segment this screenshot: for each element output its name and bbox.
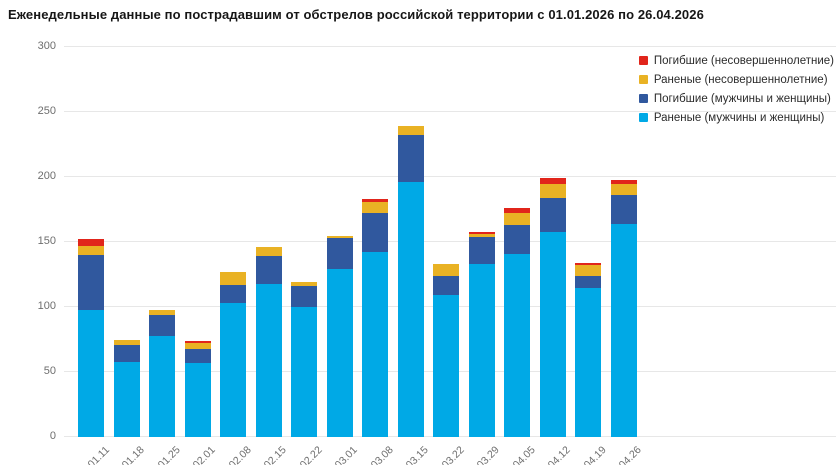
legend-label: Погибшие (мужчины и женщины) — [653, 92, 831, 105]
x-axis-tick-label: 03.29 — [474, 444, 502, 465]
bar-segment-darkblue — [433, 275, 459, 296]
bar-segment-darkblue — [575, 275, 601, 288]
bar-segment-cyan — [610, 223, 637, 437]
bar-segment-cyan — [575, 287, 601, 437]
y-axis-tick-label: 150 — [37, 235, 56, 247]
y-axis-tick-label: 250 — [37, 105, 56, 117]
legend-item[interactable]: Погибшие (несовершеннолетние) — [638, 51, 834, 70]
x-axis-tick-label: 03.22 — [439, 444, 467, 465]
bar-segment-darkblue — [539, 197, 566, 232]
bar-segment-darkblue — [468, 236, 495, 265]
bar-segment-yellow — [539, 183, 566, 198]
legend-item[interactable]: Раненые (мужчины и женщины) — [638, 108, 834, 127]
bar-segment-red — [539, 178, 566, 184]
x-axis-tick-label: 04.05 — [510, 444, 538, 465]
gridline — [64, 46, 836, 47]
bar-segment-darkblue — [78, 255, 104, 310]
bar-segment-red — [468, 231, 495, 235]
x-axis-tick-label: 04.26 — [616, 444, 644, 465]
legend-item[interactable]: Раненые (несовершеннолетние) — [638, 70, 834, 89]
x-axis-tick-label: 02.22 — [297, 444, 325, 465]
bar-segment-red — [184, 340, 211, 344]
legend-label: Раненые (несовершеннолетние) — [653, 73, 828, 86]
bar-segment-cyan — [255, 283, 282, 437]
bar-segment-yellow — [362, 201, 388, 214]
y-axis-tick-label: 300 — [37, 40, 56, 52]
bar-segment-darkblue — [397, 135, 424, 183]
gridline — [64, 111, 836, 112]
legend: Погибшие (несовершеннолетние) Раненые (не… — [638, 51, 834, 127]
y-axis-tick-label: 0 — [49, 430, 56, 442]
legend-label: Раненые (мужчины и женщины) — [653, 111, 825, 124]
bar-segment-darkblue — [255, 256, 282, 284]
bar-segment-yellow — [610, 183, 637, 196]
bar-segment-yellow — [78, 245, 104, 255]
bar-segment-cyan — [433, 295, 459, 437]
bar-segment-yellow — [433, 264, 459, 276]
bar-segment-cyan — [113, 361, 140, 437]
bar-segment-darkblue — [220, 284, 246, 304]
bar-segment-darkblue — [362, 213, 388, 253]
x-axis-tick-label: 03.08 — [368, 444, 396, 465]
legend-swatch-yellow — [638, 75, 648, 84]
x-axis-tick-label: 04.19 — [581, 444, 609, 465]
y-axis-tick-label: 50 — [43, 365, 56, 377]
bar-segment-red — [504, 208, 530, 214]
x-axis-tick-label: 04.12 — [545, 444, 573, 465]
bar-segment-red — [362, 199, 388, 202]
legend-swatch-cyan — [638, 113, 648, 122]
gridline — [64, 176, 836, 177]
x-axis-tick-label: 02.01 — [190, 444, 218, 465]
bar-segment-yellow — [575, 265, 601, 276]
bar-segment-cyan — [149, 335, 175, 437]
gridline — [64, 241, 836, 242]
bar-segment-cyan — [362, 252, 388, 437]
bar-segment-darkblue — [504, 225, 530, 254]
bar-segment-darkblue — [291, 286, 317, 307]
bar-segment-cyan — [78, 309, 104, 437]
x-axis-tick-label: 01.18 — [119, 444, 147, 465]
x-axis-tick-label: 01.11 — [84, 444, 112, 465]
bar-segment-darkblue — [113, 344, 140, 362]
bar-segment-yellow — [184, 343, 211, 349]
bar-segment-yellow — [326, 235, 353, 239]
bar-segment-cyan — [326, 269, 353, 437]
bar-segment-yellow — [397, 126, 424, 136]
bar-segment-yellow — [291, 282, 317, 287]
x-axis-tick-label: 03.01 — [332, 444, 360, 465]
bar-segment-cyan — [468, 264, 495, 437]
bar-segment-yellow — [255, 247, 282, 257]
bar-segment-red — [575, 262, 601, 266]
x-axis-tick-label: 03.15 — [403, 444, 431, 465]
x-axis-tick-label: 02.15 — [261, 444, 289, 465]
bar-segment-cyan — [291, 307, 317, 437]
bar-segment-cyan — [220, 303, 246, 437]
legend-swatch-darkblue — [638, 94, 648, 103]
x-axis-tick-label: 02.08 — [226, 444, 254, 465]
bar-segment-yellow — [220, 271, 246, 285]
bar-segment-cyan — [504, 253, 530, 437]
bar-segment-red — [78, 239, 104, 246]
bar-segment-cyan — [539, 231, 566, 437]
legend-label: Погибшие (несовершеннолетние) — [653, 54, 834, 67]
bar-segment-darkblue — [184, 348, 211, 363]
bar-segment-cyan — [184, 362, 211, 437]
y-axis-tick-label: 200 — [37, 170, 56, 182]
bar-segment-yellow — [113, 339, 140, 345]
bar-segment-darkblue — [326, 238, 353, 270]
bar-segment-darkblue — [149, 314, 175, 336]
chart-title: Еженедельные данные по пострадавшим от о… — [8, 7, 704, 22]
bar-segment-cyan — [397, 182, 424, 437]
y-axis-tick-label: 100 — [37, 300, 56, 312]
legend-item[interactable]: Погибшие (мужчины и женщины) — [638, 89, 834, 108]
x-axis-tick-label: 01.25 — [155, 444, 183, 465]
bar-segment-yellow — [149, 309, 175, 315]
bar-segment-red — [610, 179, 637, 184]
bar-segment-yellow — [468, 234, 495, 237]
bar-segment-yellow — [504, 213, 530, 226]
bar-segment-darkblue — [610, 195, 637, 224]
legend-swatch-red — [638, 56, 648, 65]
